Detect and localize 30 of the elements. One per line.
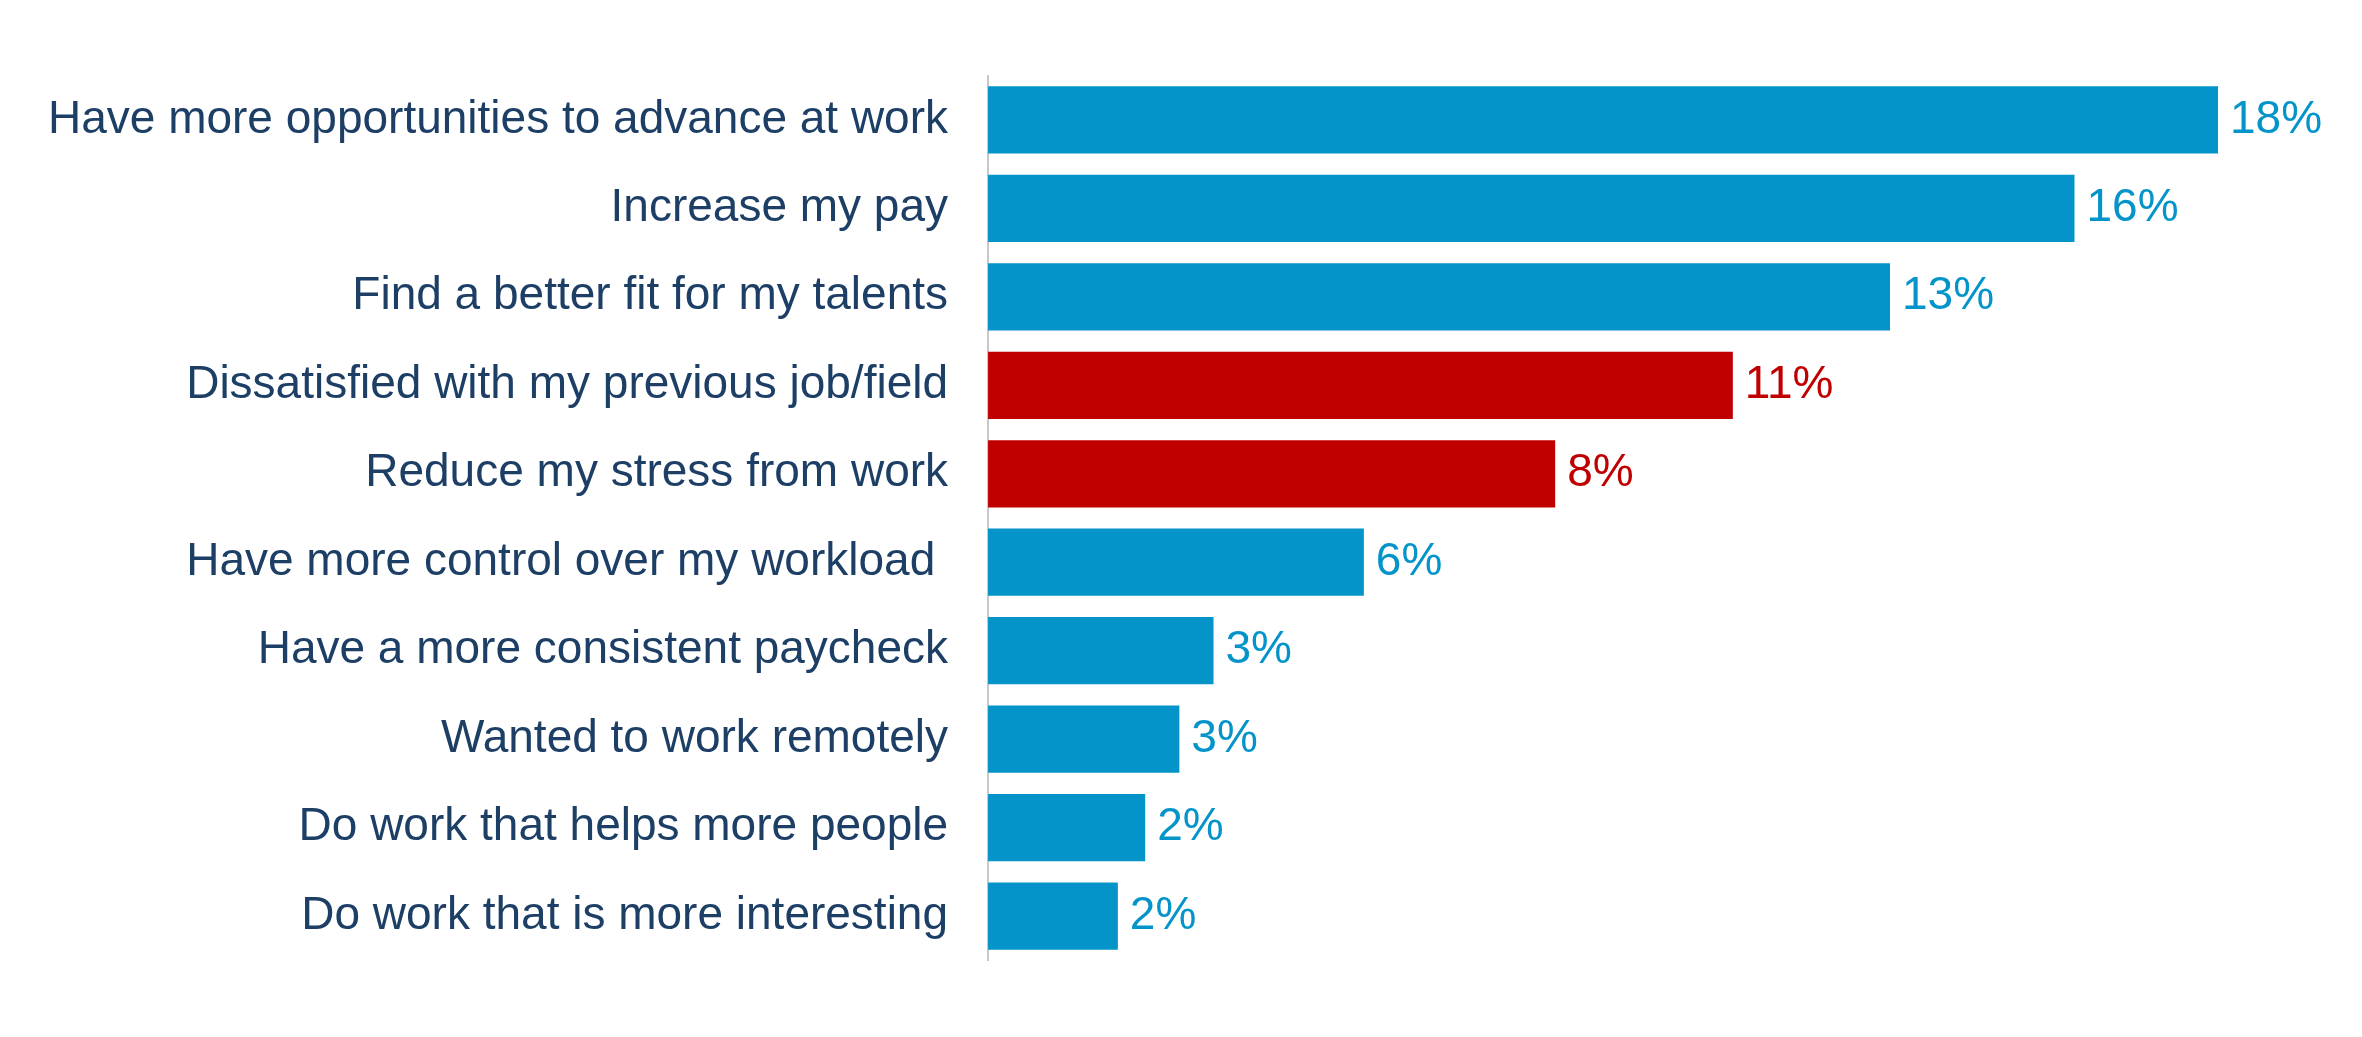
bar bbox=[988, 174, 2075, 242]
y-tick-label: Do work that helps more people bbox=[298, 798, 949, 851]
data-label: 16% bbox=[2086, 179, 2179, 232]
bar bbox=[988, 705, 1180, 773]
y-tick-label: Have more control over my workload bbox=[186, 532, 949, 585]
data-label: 3% bbox=[1191, 709, 1258, 762]
bar bbox=[988, 440, 1556, 508]
y-tick-label: Wanted to work remotely bbox=[440, 709, 949, 762]
y-tick-label: Have more opportunities to advance at work bbox=[47, 90, 950, 143]
bar bbox=[988, 86, 2218, 154]
data-label: 6% bbox=[1375, 532, 1443, 585]
data-label: 13% bbox=[1902, 267, 1995, 320]
bar bbox=[988, 882, 1118, 950]
bar bbox=[988, 528, 1364, 596]
bar bbox=[988, 794, 1146, 862]
y-tick-label: Find a better fit for my talents bbox=[352, 267, 949, 320]
data-label: 2% bbox=[1129, 886, 1197, 939]
data-label: 2% bbox=[1157, 798, 1224, 851]
y-tick-label: Do work that is more interesting bbox=[301, 886, 949, 939]
y-tick-label: Reduce my stress from work bbox=[365, 444, 950, 497]
bar bbox=[988, 263, 1891, 331]
bar bbox=[988, 617, 1214, 685]
data-label: 8% bbox=[1567, 444, 1634, 497]
y-tick-label: Increase my pay bbox=[610, 179, 949, 232]
y-tick-label: Have a more consistent paycheck bbox=[257, 621, 950, 674]
data-label: 3% bbox=[1225, 621, 1293, 674]
y-tick-label: Dissatisfied with my previous job/field bbox=[186, 355, 949, 408]
data-label: 18% bbox=[2230, 90, 2323, 143]
data-label: 11% bbox=[1744, 355, 1834, 408]
bar bbox=[988, 351, 1733, 419]
